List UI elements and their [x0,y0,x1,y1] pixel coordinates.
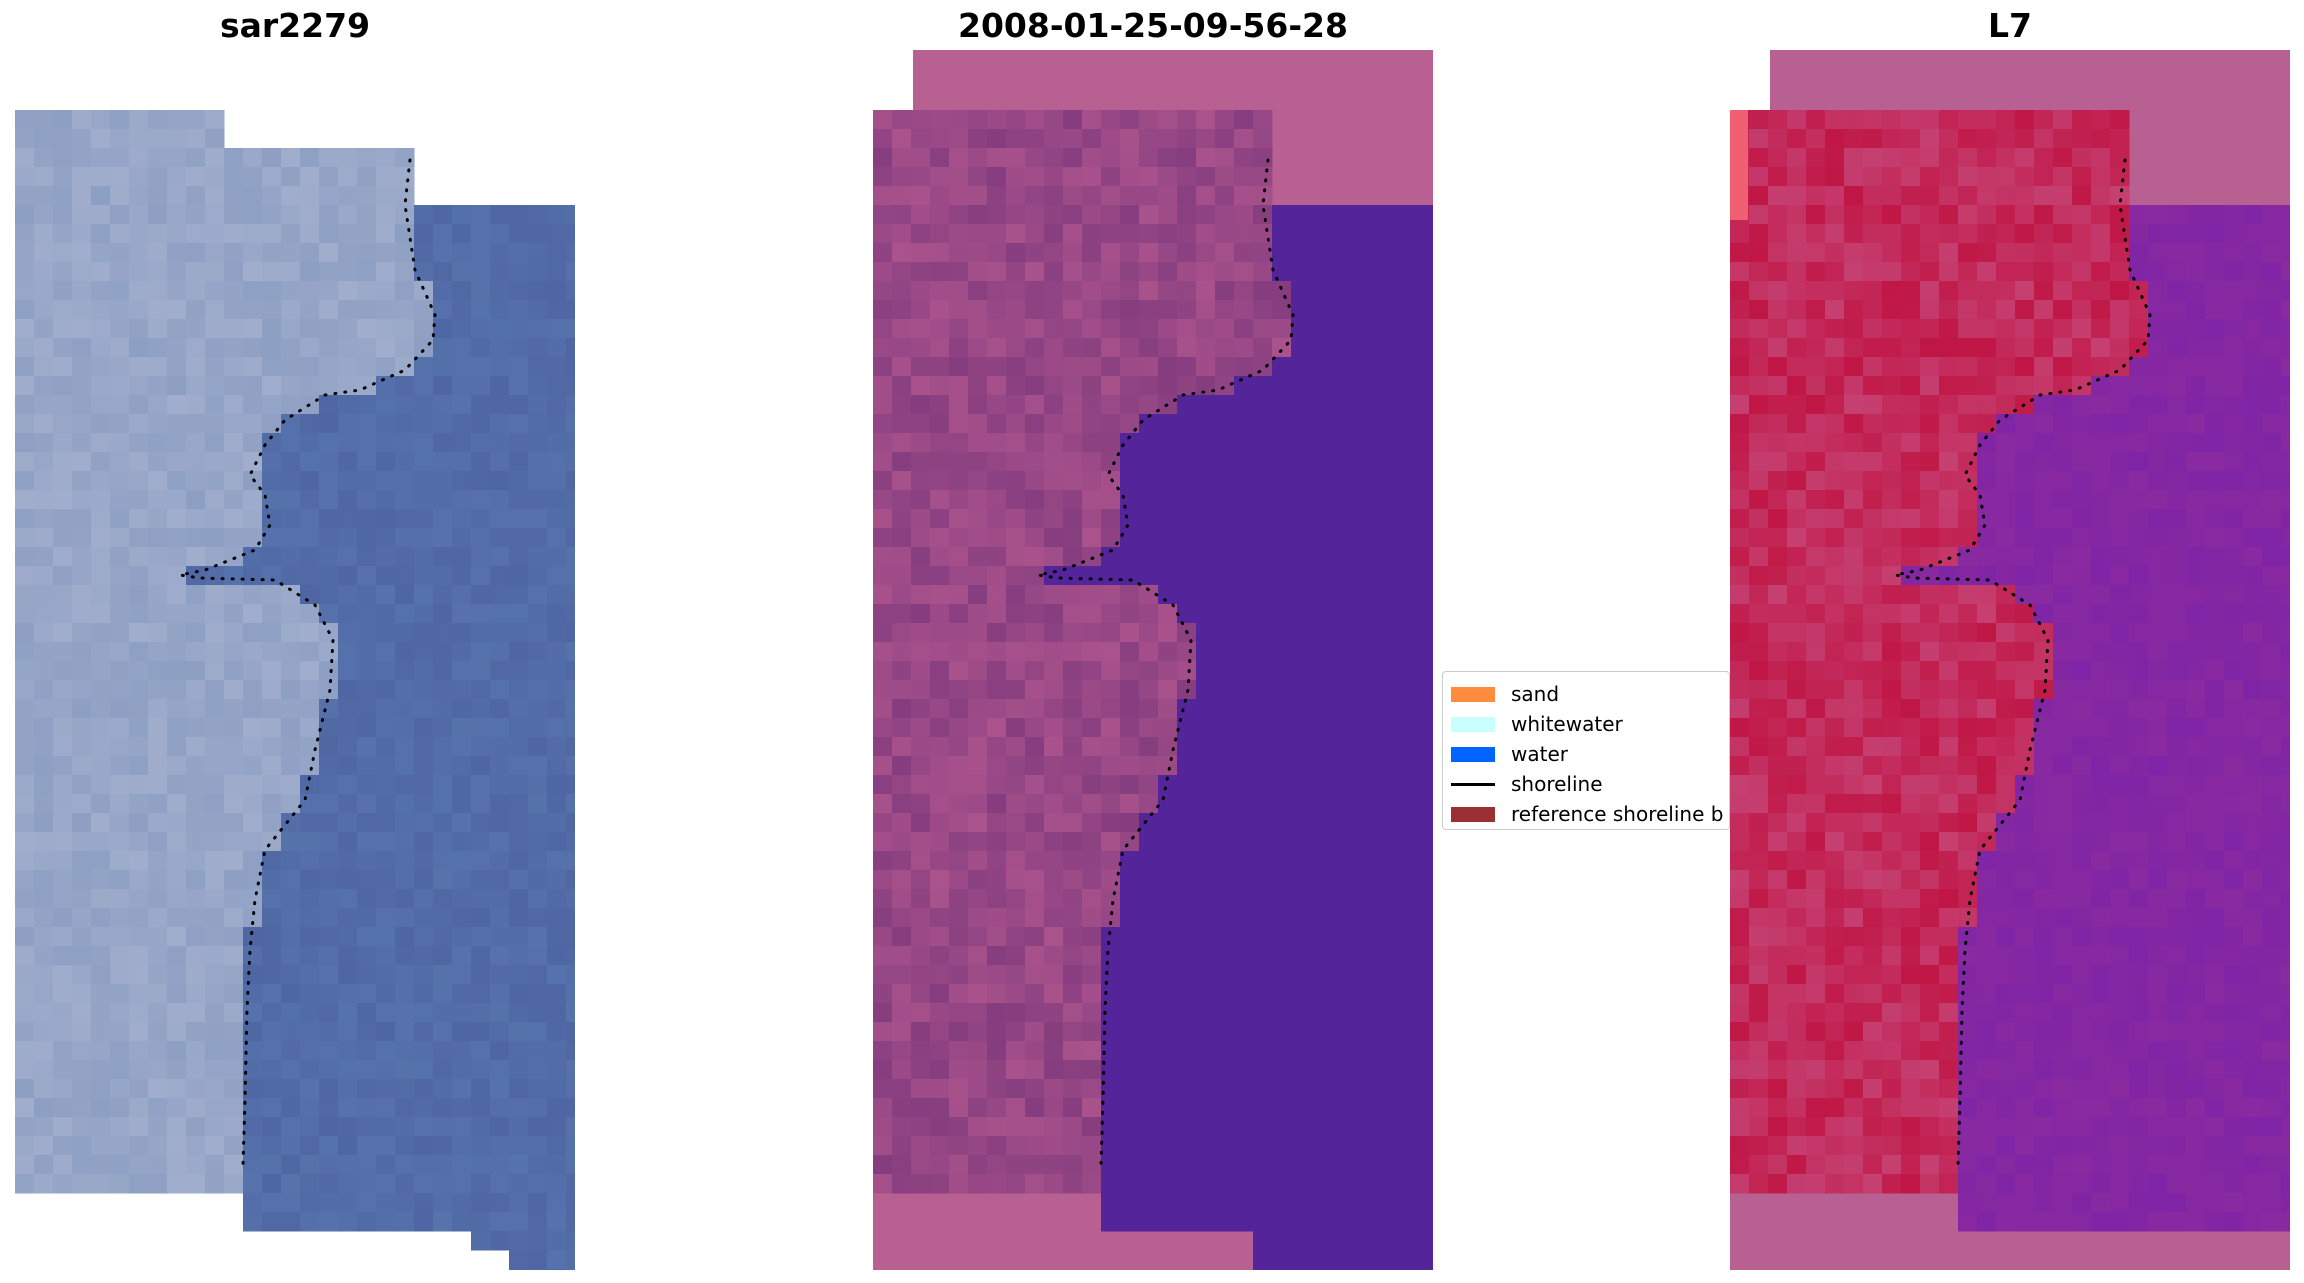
legend-label: whitewater [1511,712,1623,736]
legend: sand whitewater water shoreline reference sh… [1442,671,1730,830]
legend-swatch [1451,716,1495,732]
legend-swatch [1451,806,1495,822]
legend-label: shoreline [1511,772,1603,796]
legend-swatch [1451,686,1495,702]
legend-label: sand [1511,682,1560,706]
legend-label: reference shoreline b [1511,802,1724,826]
ndwi-image [1730,50,2290,1270]
legend-swatch [1451,746,1495,762]
panel-title-l7: L7 [1988,6,2032,45]
rgb-image-panel [15,50,575,1270]
legend-item-sand: sand [1451,682,1559,706]
legend-item-whitewater: whitewater [1451,712,1623,736]
ndwi-image-panel [1730,50,2290,1270]
rgb-image [15,110,575,1270]
legend-item-reference-shoreline-b: reference shoreline b [1451,802,1723,826]
panel-title-sar2279: sar2279 [220,6,371,45]
panel-title-date: 2008-01-25-09-56-28 [958,6,1348,45]
legend-swatch [1451,782,1495,786]
legend-label: water [1511,742,1568,766]
classified-image-panel [873,50,1433,1270]
legend-item-shoreline: shoreline [1451,772,1603,796]
legend-item-water: water [1451,742,1568,766]
classified-image [873,50,1433,1270]
